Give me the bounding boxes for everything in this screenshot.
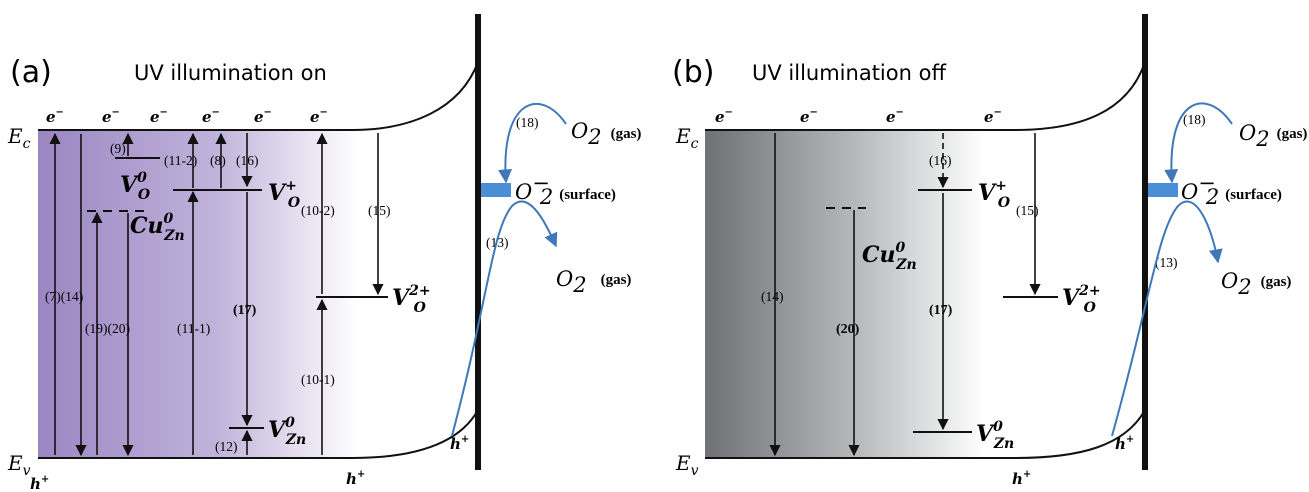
step-11-1: (11-1) [177,321,210,336]
vo0-label: V0 O [120,170,151,203]
hole-label: h+ [30,474,49,492]
step-15: (15) [1016,203,1039,218]
step-7-14: (7)(14) [45,289,83,304]
panel-a-label: (a) [10,55,52,90]
ec-label: Ec [675,124,699,152]
ev-label: Ev [675,451,699,479]
transition-arrows [769,133,1041,457]
adsorption-curve [1164,102,1233,184]
hole-label: h+ [1115,434,1134,453]
valence-band [38,409,479,459]
panel-a: (a) UV illumination on Ec Ev e− e− e− e−… [7,14,641,492]
panel-a-illuminated-region [38,130,358,458]
valence-band [705,409,1146,459]
step-17: (17) [929,303,953,318]
cu-label: Cu0 Zn [862,240,917,273]
svg-text:e−: e− [886,107,904,126]
vzn-label: V0 Zn [976,419,1014,452]
hole-label: h+ [1012,469,1031,488]
hole-label: h+ [346,469,365,488]
svg-text:e−: e− [150,107,168,126]
vzn-label: V0 Zn [268,415,306,448]
surface-oxygen-box [481,183,511,197]
transition-arrows [49,132,384,457]
desorption-curve [1111,200,1223,437]
svg-text:e−: e− [800,107,818,126]
desorption-curve [451,200,558,437]
step-19-20: (19)(20) [85,321,130,336]
step-14: (14) [761,289,784,304]
vo2-label: V2+ O [392,283,431,316]
cu-label: Cu0 Zn [130,211,185,244]
o2-gas-bottom: O2 (gas) [1221,269,1291,299]
panel-a-title: UV illumination on [134,61,327,85]
step-15: (15) [368,203,391,218]
panel-b: (b) UV illumination off Ec Ev e− e− e− e… [672,14,1307,488]
step-16: (16) [236,153,259,168]
o2-surface: O− 2 (surface) [515,171,616,209]
electron-labels: e− e− e− e− [715,107,1002,126]
svg-text:e−: e− [984,107,1002,126]
o2-gas-top: O2 (gas) [571,119,641,149]
svg-text:e−: e− [46,107,64,126]
svg-text:e−: e− [254,107,272,126]
o2-surface: O− 2 (surface) [1181,171,1282,209]
step-13: (13) [1155,255,1178,270]
conduction-band [38,61,479,131]
step-10-2: (10-2) [301,203,335,218]
svg-text:e−: e− [202,107,220,126]
step-17: (17) [233,303,257,318]
step-16: (16) [929,153,952,168]
o2-gas-top: O2 (gas) [1239,121,1307,151]
step-20: (20) [836,322,860,337]
ec-label: Ec [7,124,31,152]
step-18: (18) [516,115,539,130]
hole-label: h+ [450,434,469,453]
step-11-2: (11-2) [164,153,197,168]
panel-b-label: (b) [672,55,714,90]
panel-b-title: UV illumination off [752,61,946,85]
vo1-label: V+ O [268,178,301,211]
svg-text:e−: e− [715,107,733,126]
svg-text:e−: e− [102,107,120,126]
vo1-label: V+ O [978,178,1011,211]
conduction-band [705,61,1146,131]
step-12: (12) [215,439,238,454]
electron-labels: e− e− e− e− e− e− [46,107,328,126]
step-18: (18) [1183,112,1206,127]
o2-gas-bottom: O2 (gas) [556,267,631,297]
step-10-1: (10-1) [301,372,335,387]
ev-label: Ev [7,451,31,479]
adsorption-curve [498,102,567,184]
step-8: (8) [210,153,226,168]
surface-oxygen-box [1148,183,1178,197]
svg-text:e−: e− [310,107,328,126]
step-9: (9) [110,141,126,156]
vo2-label: V2+ O [1062,283,1101,316]
